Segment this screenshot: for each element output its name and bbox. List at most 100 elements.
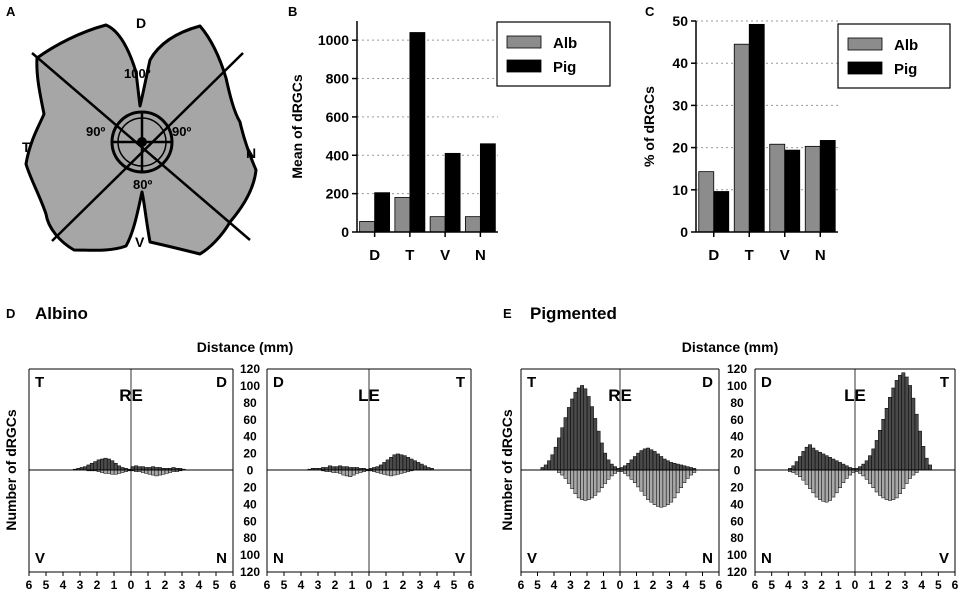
hist-bar xyxy=(154,469,159,477)
hist-bar xyxy=(814,469,819,498)
bar-alb xyxy=(359,221,376,233)
x-tick-label: 3 xyxy=(567,578,574,592)
bar-alb xyxy=(804,145,821,233)
hist-bar xyxy=(801,451,806,471)
x-tick-label: 1 xyxy=(111,578,118,592)
hist-bar xyxy=(828,457,832,471)
x-tick-label: 6 xyxy=(518,578,525,592)
hist-bar xyxy=(652,451,657,471)
hist-bar xyxy=(636,469,641,488)
bar-pig xyxy=(374,192,391,233)
x-tick-label: V xyxy=(780,247,790,264)
hist-bar xyxy=(656,469,660,507)
x-tick-label: 1 xyxy=(383,578,390,592)
hist-bar xyxy=(914,413,919,471)
x-tick-label: 0 xyxy=(852,578,859,592)
hist-bar xyxy=(573,469,578,494)
x-tick-label: 1 xyxy=(835,578,842,592)
x-tick-label: 4 xyxy=(918,578,925,592)
hist-bar xyxy=(804,469,809,485)
hist-bar xyxy=(649,469,654,503)
hist-bar xyxy=(881,469,886,499)
hist-bar xyxy=(794,469,799,475)
hist-bar xyxy=(375,466,380,471)
hist-bar xyxy=(858,466,862,471)
hist-bar xyxy=(626,469,631,477)
retina-temporal-label: T xyxy=(22,139,31,155)
x-tick-label: 3 xyxy=(902,578,909,592)
hist-bar xyxy=(130,466,135,471)
hist-bar xyxy=(348,469,353,478)
hist-bar xyxy=(834,460,839,471)
hist-bar xyxy=(596,469,601,493)
x-tick-label: 5 xyxy=(534,578,541,592)
hist-bar xyxy=(904,376,909,471)
x-tick-label: 3 xyxy=(802,578,809,592)
hist-bar xyxy=(639,469,644,492)
hist-bar xyxy=(378,464,383,471)
x-tick-label: 2 xyxy=(332,578,339,592)
chart-b: 0 200 400 600 800 1000 D T V N Mean of dRGCs Alb Pig xyxy=(289,21,611,264)
x-tick-label: 5 xyxy=(699,578,706,592)
hist-bar xyxy=(576,469,581,499)
hist-bar xyxy=(590,469,594,499)
hist-bar xyxy=(894,380,899,471)
hist-bar xyxy=(392,469,397,476)
quadrant-label: D xyxy=(702,374,713,391)
hist-bar xyxy=(395,453,400,471)
x-tick-label: 2 xyxy=(818,578,825,592)
hist-bar xyxy=(106,458,111,471)
hist-bar xyxy=(560,427,565,471)
y-tick-label: 120 xyxy=(240,565,260,579)
hist-bar xyxy=(110,469,115,475)
hist-bar xyxy=(406,457,411,471)
y-axis-label: % of dRGCs xyxy=(641,86,657,167)
hist-bar xyxy=(416,462,421,471)
hist-bar xyxy=(351,469,356,476)
bar-pig xyxy=(748,23,765,233)
y-tick-label: 40 xyxy=(243,497,257,511)
hist-bar xyxy=(884,408,889,471)
hist-bar xyxy=(649,449,654,471)
hist-bar xyxy=(675,469,680,494)
hist-bar xyxy=(355,469,360,474)
y-tick-label: 400 xyxy=(326,147,350,163)
legend-label-pig: Pig xyxy=(894,61,917,78)
panel-label-e: E xyxy=(503,306,512,321)
y-tick-label: 40 xyxy=(672,55,688,71)
bar-alb xyxy=(394,197,411,233)
x-tick-label: 1 xyxy=(145,578,152,592)
hist-bar xyxy=(904,469,909,484)
legend-box xyxy=(837,23,951,89)
y-tick-label: 0 xyxy=(734,464,741,478)
x-tick-label: 4 xyxy=(298,578,305,592)
hist-bar xyxy=(682,465,687,471)
hist-bar xyxy=(563,469,568,479)
hist-bar xyxy=(385,469,390,476)
hist-bar xyxy=(382,469,387,475)
hist-bar xyxy=(901,469,906,489)
hist-bar xyxy=(831,469,836,498)
hist-bar xyxy=(858,469,862,474)
y-tick-label: 100 xyxy=(727,379,747,393)
hist-bar xyxy=(798,469,802,478)
y-tick-label: 200 xyxy=(326,186,350,202)
hist-bar xyxy=(566,407,571,471)
hist-bar xyxy=(662,458,667,471)
bar-pig xyxy=(444,152,461,233)
hist-bar xyxy=(338,469,343,474)
hist-bar xyxy=(599,442,604,471)
hist-bar xyxy=(791,465,796,471)
hist-bar xyxy=(570,398,575,471)
hist-bar xyxy=(566,469,571,484)
hist-bar xyxy=(871,469,876,489)
hist-bar xyxy=(402,455,407,471)
hist-bar xyxy=(924,457,929,471)
quadrant-label: D xyxy=(761,374,772,391)
hist-bar xyxy=(573,391,578,471)
hist-bar xyxy=(341,466,346,471)
distance-label-albino: Distance (mm) xyxy=(197,339,293,355)
quadrant-label: T xyxy=(456,374,465,391)
y-tick-label: 20 xyxy=(730,447,744,461)
